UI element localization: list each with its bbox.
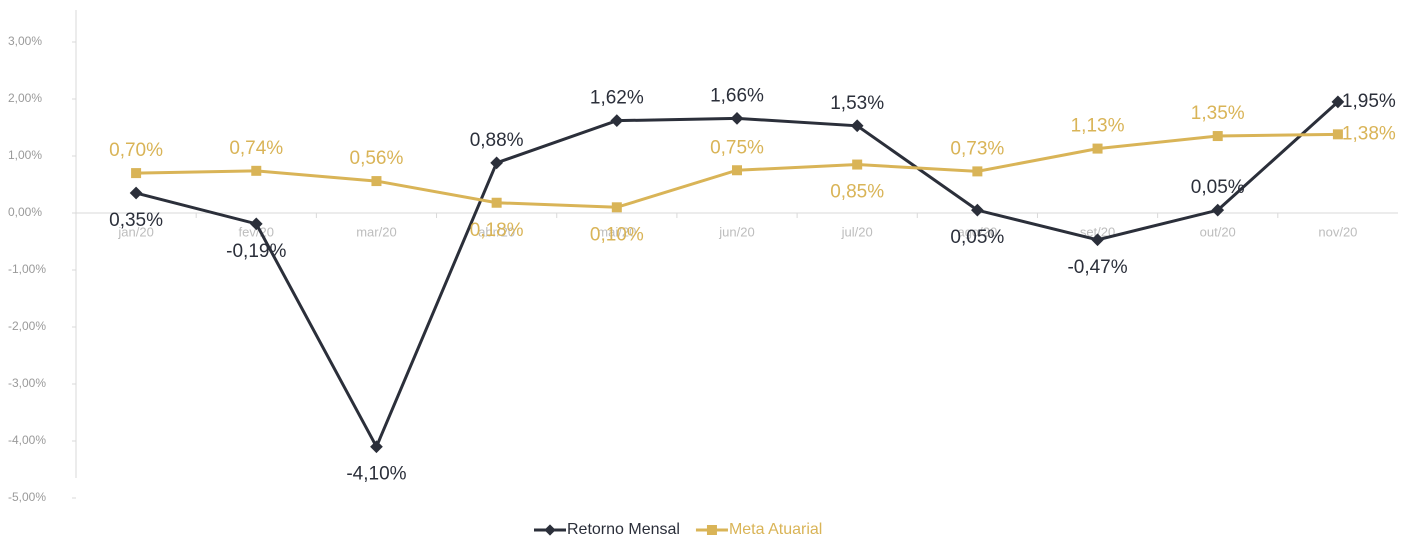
data-label: 0,56% [350, 148, 404, 169]
legend-marker [706, 525, 717, 535]
data-label: 1,95% [1342, 91, 1396, 112]
marker [490, 156, 504, 170]
marker [730, 112, 744, 125]
y-tick-label: 3,00% [8, 34, 42, 48]
marker [1212, 131, 1223, 142]
y-tick-label: -3,00% [8, 376, 46, 390]
legend-label: Retorno Mensal [567, 521, 680, 538]
x-tick-label: mai/20 [597, 224, 636, 239]
y-tick-label: 2,00% [8, 91, 42, 105]
data-label: 0,05% [1191, 177, 1245, 198]
y-tick-label: -2,00% [8, 319, 46, 333]
data-label: 0,10% [590, 224, 644, 245]
y-tick-label: -1,00% [8, 262, 46, 276]
x-tick-label: ago/20 [957, 224, 997, 239]
x-tick-label: jun/20 [718, 224, 754, 239]
data-label: 1,13% [1071, 116, 1125, 137]
legend-item: Meta Atuarial [695, 521, 822, 538]
data-label: 0,70% [109, 140, 163, 161]
x-tick-label: jul/20 [841, 224, 873, 239]
y-tick-label: -5,00% [8, 490, 46, 504]
data-label: 0,35% [109, 210, 163, 231]
x-tick-label: abr/20 [478, 224, 515, 239]
x-tick-label: jan/20 [117, 224, 153, 239]
y-tick-label: 1,00% [8, 148, 42, 162]
data-label: 1,53% [830, 93, 884, 114]
data-label: 0,75% [710, 137, 764, 158]
legend-label: Meta Atuarial [729, 521, 822, 538]
data-label: -0,47% [1067, 257, 1127, 278]
data-label: 0,74% [229, 138, 283, 159]
data-label: 1,66% [710, 85, 764, 106]
y-tick-label: 0,00% [8, 205, 42, 219]
marker [370, 440, 383, 454]
legend-item: Retorno Mensal [534, 521, 680, 538]
marker [610, 114, 624, 128]
marker [491, 197, 502, 208]
data-label: 0,05% [950, 227, 1004, 248]
x-tick-label: fev/20 [239, 224, 274, 239]
marker [129, 186, 143, 200]
marker [852, 159, 863, 170]
marker [611, 202, 622, 213]
data-label: 0,73% [950, 138, 1004, 159]
data-label: 0,85% [830, 182, 884, 203]
data-label: 1,35% [1191, 103, 1245, 124]
y-tick-label: -4,00% [8, 433, 46, 447]
marker [251, 165, 262, 176]
legend-marker [544, 524, 556, 536]
marker [732, 165, 742, 176]
data-label: -0,19% [226, 241, 286, 262]
data-label: 1,38% [1342, 123, 1396, 144]
data-label: 0,18% [470, 220, 524, 241]
marker [972, 166, 983, 177]
data-label: 1,62% [590, 88, 644, 109]
x-tick-label: mar/20 [356, 224, 396, 239]
marker [1332, 129, 1343, 140]
marker [131, 168, 142, 179]
x-tick-label: out/20 [1200, 224, 1236, 239]
x-tick-label: nov/20 [1318, 224, 1357, 239]
marker [1092, 143, 1103, 154]
data-label: -4,10% [346, 464, 406, 485]
x-tick-label: set/20 [1080, 224, 1115, 239]
data-label: 0,88% [470, 130, 524, 151]
marker [371, 176, 382, 187]
